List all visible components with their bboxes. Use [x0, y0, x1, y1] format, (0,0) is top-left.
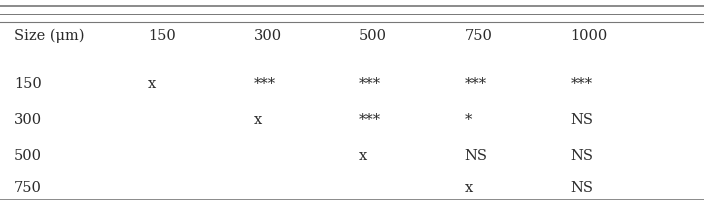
- Text: 500: 500: [359, 29, 387, 43]
- Text: ***: ***: [359, 113, 381, 127]
- Text: 750: 750: [14, 181, 42, 195]
- Text: x: x: [465, 181, 473, 195]
- Text: 1000: 1000: [570, 29, 608, 43]
- Text: ***: ***: [359, 77, 381, 91]
- Text: *: *: [465, 113, 472, 127]
- Text: ***: ***: [253, 77, 275, 91]
- Text: 500: 500: [14, 149, 42, 163]
- Text: NS: NS: [570, 149, 593, 163]
- Text: 150: 150: [14, 77, 42, 91]
- Text: x: x: [148, 77, 156, 91]
- Text: NS: NS: [465, 149, 488, 163]
- Text: x: x: [359, 149, 367, 163]
- Text: x: x: [253, 113, 262, 127]
- Text: 750: 750: [465, 29, 493, 43]
- Text: 150: 150: [148, 29, 175, 43]
- Text: 300: 300: [14, 113, 42, 127]
- Text: 300: 300: [253, 29, 282, 43]
- Text: Size (μm): Size (μm): [14, 29, 84, 43]
- Text: NS: NS: [570, 181, 593, 195]
- Text: NS: NS: [570, 113, 593, 127]
- Text: ***: ***: [570, 77, 592, 91]
- Text: ***: ***: [465, 77, 486, 91]
